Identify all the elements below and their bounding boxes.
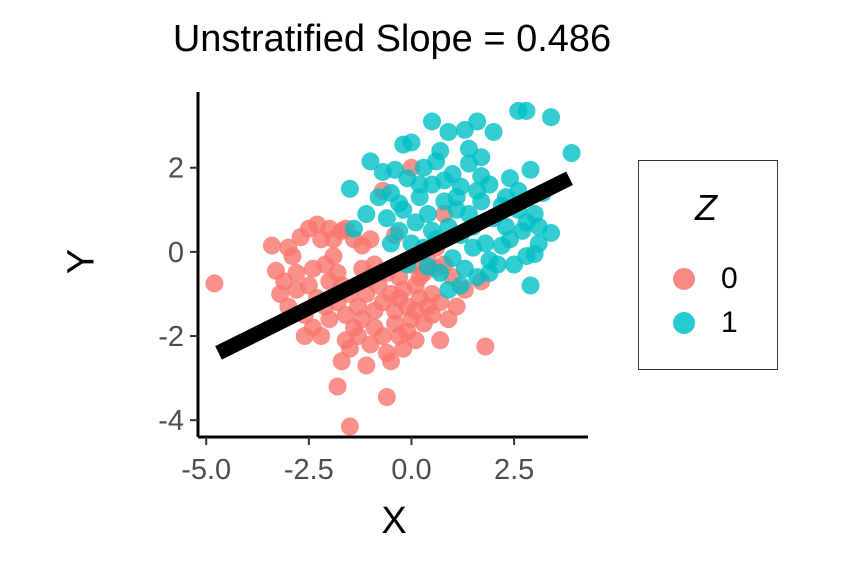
- point-z1-82: [410, 175, 429, 194]
- point-z1-55: [357, 205, 376, 224]
- point-z0-59: [332, 352, 351, 371]
- point-z0-75: [357, 356, 376, 375]
- point-z1-64: [488, 255, 507, 274]
- point-z1-27: [340, 179, 359, 198]
- point-z1-26: [562, 144, 581, 163]
- point-z0-89: [447, 297, 466, 316]
- point-z0-77: [386, 314, 405, 333]
- point-z1-87: [381, 234, 400, 253]
- legend-label-1: 1: [721, 306, 738, 339]
- point-z1-30: [410, 188, 429, 207]
- point-z1-1: [517, 101, 536, 120]
- fit-line-layer: [215, 171, 573, 360]
- y-axis-label: Y: [60, 248, 103, 275]
- point-z0-99: [267, 261, 285, 280]
- point-z0-61: [336, 331, 355, 350]
- legend-key-1: [673, 312, 695, 334]
- point-z1-81: [431, 141, 450, 160]
- point-z1-56: [345, 219, 363, 238]
- point-z0-13: [361, 230, 380, 249]
- point-z0-74: [377, 388, 396, 407]
- chart-title: Unstratified Slope = 0.486: [172, 18, 612, 60]
- point-z1-67: [525, 205, 544, 224]
- point-z0-93: [320, 272, 339, 291]
- point-z0-29: [295, 327, 314, 346]
- point-z1-4: [423, 112, 441, 131]
- point-z1-7: [484, 122, 503, 141]
- point-z1-2: [542, 108, 561, 127]
- x-axis-label: X: [381, 500, 407, 542]
- point-z0-31: [320, 310, 339, 329]
- point-z0-72: [423, 305, 441, 324]
- legend-key-0: [673, 268, 695, 290]
- point-z0-76: [365, 301, 384, 320]
- y-tick-label: 0: [168, 237, 184, 269]
- point-z1-5: [439, 122, 458, 141]
- y-tick-label: -2: [158, 321, 184, 353]
- point-z0-64: [373, 327, 392, 346]
- y-tick-label: 2: [168, 153, 184, 185]
- legend: Z 0 1: [638, 160, 778, 370]
- legend-item-0: 0: [673, 259, 738, 299]
- point-z0-19: [283, 247, 302, 266]
- x-tick-label: -2.5: [284, 454, 334, 486]
- point-z0-1: [262, 236, 281, 255]
- point-z1-79: [521, 276, 540, 295]
- point-z0-18: [303, 259, 322, 278]
- point-z0-97: [406, 301, 425, 320]
- point-z1-75: [476, 234, 495, 253]
- legend-label-0: 0: [721, 262, 738, 295]
- point-z1-60: [443, 249, 462, 268]
- point-z0-66: [381, 352, 400, 371]
- x-tick-label: 0.0: [391, 454, 431, 486]
- point-z0-60: [328, 377, 347, 396]
- point-z1-71: [435, 171, 454, 190]
- point-z1-41: [542, 223, 561, 242]
- point-z1-85: [472, 167, 491, 186]
- point-z1-35: [472, 192, 491, 211]
- point-z1-70: [447, 188, 466, 207]
- point-z1-6: [455, 120, 474, 139]
- point-z0-70: [406, 331, 425, 350]
- point-z1-86: [423, 221, 441, 240]
- x-tick-label: 2.5: [494, 454, 534, 486]
- point-z1-66: [513, 221, 532, 240]
- point-z1-59: [431, 263, 450, 282]
- point-z0-87: [431, 331, 450, 350]
- regression-line: [215, 171, 573, 360]
- point-z1-54: [377, 209, 396, 228]
- y-tick-label: -4: [158, 405, 184, 437]
- point-z0-0: [205, 274, 224, 293]
- point-z0-30: [312, 327, 331, 346]
- legend-item-1: 1: [673, 303, 738, 343]
- point-z1-74: [394, 200, 413, 219]
- x-tick-label: -5.0: [181, 454, 231, 486]
- point-z1-80: [459, 154, 478, 173]
- point-z1-9: [402, 133, 421, 152]
- point-z1-24: [521, 160, 540, 179]
- point-z0-96: [390, 289, 409, 308]
- point-z1-83: [369, 188, 388, 207]
- point-z1-44: [505, 255, 524, 274]
- point-z0-98: [287, 263, 306, 282]
- point-z1-73: [406, 213, 425, 232]
- axes-layer: -5.0 -2.5 0.0 2.5 -4 -2 0 2: [158, 92, 588, 486]
- point-z1-77: [439, 280, 458, 299]
- point-z1-78: [525, 244, 544, 263]
- legend-title: Z: [695, 187, 717, 228]
- point-z0-73: [340, 417, 359, 436]
- point-z0-86: [476, 337, 495, 356]
- point-z1-12: [361, 152, 380, 171]
